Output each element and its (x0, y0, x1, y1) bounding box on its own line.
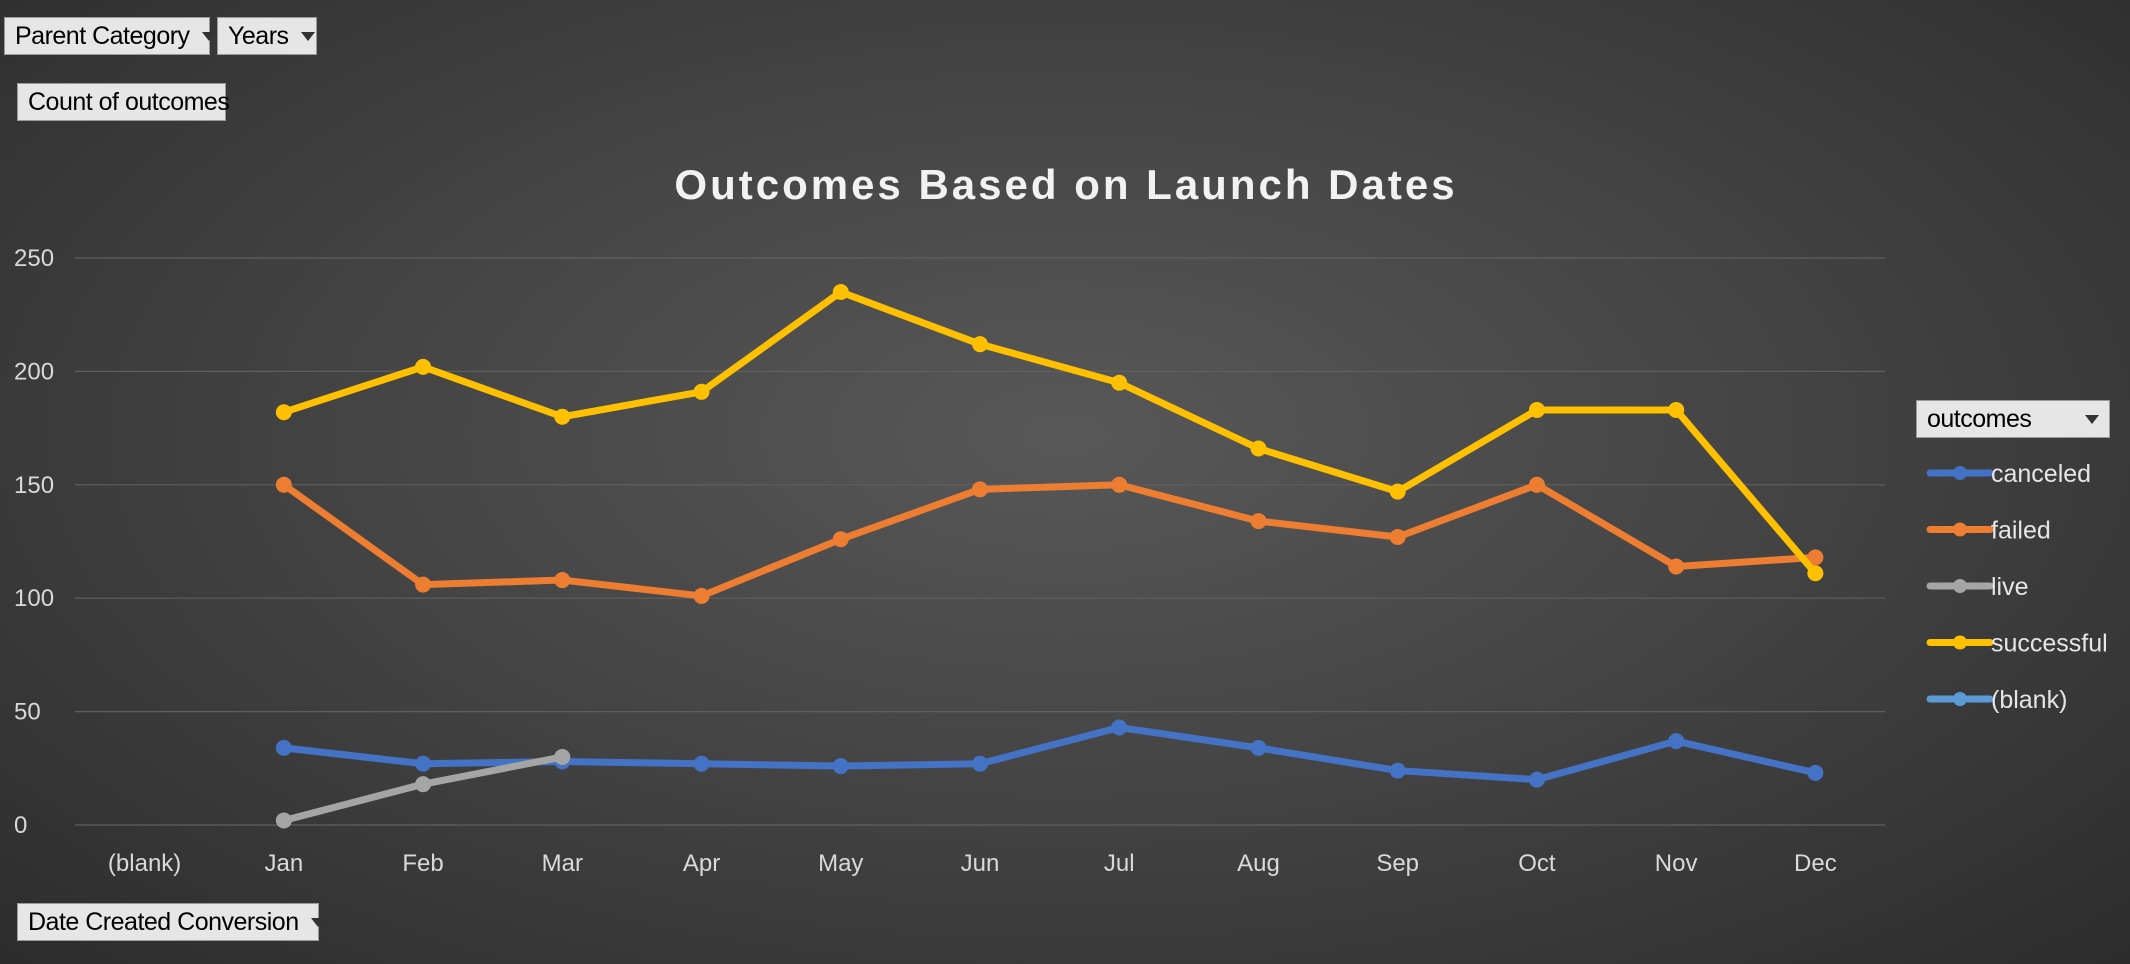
legend-label: live (1991, 573, 2029, 601)
x-tick-label: (blank) (108, 850, 181, 877)
legend-entry[interactable]: failed (1926, 517, 2051, 545)
legend-label: successful (1991, 630, 2108, 658)
data-point[interactable] (415, 755, 432, 772)
data-point[interactable] (1111, 374, 1128, 391)
data-point[interactable] (1807, 549, 1824, 566)
parent-category-label: Parent Category (15, 22, 190, 50)
data-point[interactable] (275, 476, 292, 493)
data-point[interactable] (1528, 476, 1545, 493)
years-label: Years (228, 22, 289, 50)
data-point[interactable] (1807, 764, 1824, 781)
series-successful (275, 284, 1824, 582)
legend-field-label: outcomes (1927, 405, 2032, 433)
series-live (275, 748, 571, 829)
legend-marker (1953, 579, 1967, 593)
x-tick-label: Oct (1518, 850, 1556, 877)
values-field-button[interactable]: Count of outcomes (17, 83, 230, 121)
values-field-label: Count of outcomes (28, 88, 230, 116)
legend-field-button[interactable]: outcomes (1916, 400, 2110, 438)
data-point[interactable] (554, 408, 571, 425)
legend-entry[interactable]: (blank) (1926, 686, 2067, 714)
x-tick-label: Sep (1376, 850, 1419, 877)
legend-entry[interactable]: successful (1926, 630, 2108, 658)
legend-marker (1953, 522, 1967, 537)
legend-label: canceled (1991, 460, 2091, 488)
y-tick-label: 0 (14, 812, 27, 839)
parent-category-filter-button[interactable]: Parent Category (4, 17, 216, 55)
data-point[interactable] (1668, 733, 1685, 750)
data-point[interactable] (554, 748, 571, 765)
x-tick-label: May (818, 850, 863, 877)
series-failed (275, 476, 1824, 604)
legend-label: failed (1991, 517, 2051, 545)
y-tick-label: 200 (14, 358, 54, 385)
chevron-down-icon (310, 917, 325, 927)
data-point[interactable] (415, 358, 432, 375)
data-point[interactable] (275, 739, 292, 756)
x-tick-label: Feb (402, 850, 443, 877)
y-tick-label: 50 (14, 699, 41, 726)
legend-entry[interactable]: canceled (1926, 460, 2091, 488)
y-tick-label: 100 (14, 585, 54, 612)
data-point[interactable] (275, 404, 292, 421)
data-point[interactable] (1111, 719, 1128, 736)
x-tick-label: Aug (1237, 850, 1280, 877)
series-line (280, 481, 1819, 600)
legend-marker (1953, 466, 1967, 480)
data-point[interactable] (1111, 476, 1128, 493)
data-point[interactable] (1668, 558, 1685, 575)
data-point[interactable] (693, 755, 710, 772)
data-point[interactable] (1389, 528, 1406, 545)
data-point[interactable] (1389, 483, 1406, 500)
legend-marker (1953, 635, 1967, 650)
data-point[interactable] (832, 758, 849, 775)
data-point[interactable] (1528, 771, 1545, 788)
x-tick-label: Mar (542, 850, 583, 877)
data-point[interactable] (1389, 762, 1406, 779)
chart-title: Outcomes Based on Launch Dates (674, 161, 1457, 208)
data-point[interactable] (1528, 401, 1545, 418)
y-tick-label: 250 (14, 245, 54, 272)
legend-marker (1953, 692, 1967, 706)
data-point[interactable] (1668, 401, 1685, 418)
data-point[interactable] (1250, 440, 1267, 457)
series-line (280, 288, 1819, 577)
chevron-down-icon (2085, 414, 2099, 424)
data-point[interactable] (554, 572, 571, 589)
data-point[interactable] (1807, 565, 1824, 582)
data-point[interactable] (832, 531, 849, 548)
y-tick-label: 150 (14, 472, 54, 499)
chevron-down-icon (300, 31, 315, 41)
x-tick-label: Jul (1104, 850, 1135, 877)
data-point[interactable] (972, 755, 988, 772)
x-tick-label: Nov (1655, 850, 1698, 877)
years-filter-button[interactable]: Years (217, 17, 317, 55)
axis-field-label: Date Created Conversion (28, 908, 299, 936)
data-point[interactable] (693, 587, 710, 604)
x-tick-label: Dec (1794, 850, 1837, 877)
data-point[interactable] (275, 812, 292, 829)
data-point[interactable] (832, 284, 849, 301)
x-tick-label: Jan (264, 850, 303, 877)
legend-label: (blank) (1991, 686, 2067, 714)
data-point[interactable] (972, 336, 988, 353)
data-point[interactable] (1250, 513, 1267, 530)
x-tick-label: Jun (961, 850, 1000, 877)
series-line (280, 723, 1819, 784)
x-tick-label: Apr (683, 850, 720, 877)
data-point[interactable] (972, 481, 988, 498)
chevron-down-icon (201, 31, 216, 41)
data-point[interactable] (415, 776, 432, 793)
data-point[interactable] (1250, 739, 1267, 756)
series-canceled (275, 719, 1824, 788)
legend-entry[interactable]: live (1926, 573, 2029, 601)
axis-field-button[interactable]: Date Created Conversion (17, 903, 325, 941)
data-point[interactable] (415, 576, 432, 593)
data-point[interactable] (693, 383, 710, 400)
